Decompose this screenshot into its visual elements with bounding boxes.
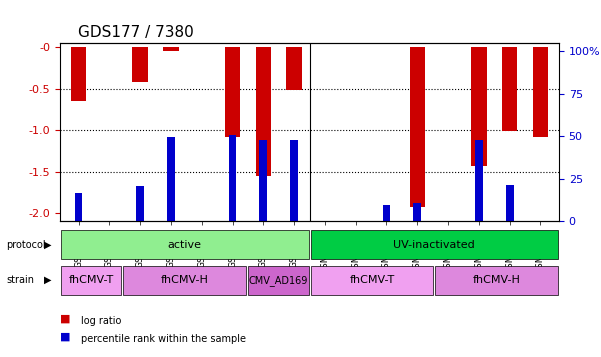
Text: protocol: protocol: [6, 240, 46, 250]
Bar: [255, 47, 271, 176]
Text: fhCMV-T: fhCMV-T: [349, 275, 394, 285]
Bar: [506, 185, 513, 221]
Bar: [163, 47, 178, 51]
Bar: [475, 140, 483, 221]
Text: ▶: ▶: [44, 275, 51, 285]
Text: percentile rank within the sample: percentile rank within the sample: [81, 334, 246, 344]
Bar: [75, 193, 82, 221]
Bar: [383, 205, 390, 221]
Text: ■: ■: [60, 331, 70, 341]
FancyBboxPatch shape: [311, 266, 433, 295]
Bar: [260, 140, 267, 221]
Bar: [532, 47, 548, 137]
Text: fhCMV-T: fhCMV-T: [69, 275, 114, 285]
Bar: [229, 135, 236, 221]
Bar: [71, 47, 87, 101]
Bar: [502, 47, 517, 131]
Text: log ratio: log ratio: [81, 316, 121, 326]
Bar: [413, 203, 421, 221]
Bar: [410, 47, 425, 207]
Text: ▶: ▶: [44, 240, 51, 250]
Text: fhCMV-H: fhCMV-H: [472, 275, 520, 285]
Bar: [167, 137, 175, 221]
Text: fhCMV-H: fhCMV-H: [161, 275, 209, 285]
FancyBboxPatch shape: [61, 266, 121, 295]
FancyBboxPatch shape: [435, 266, 558, 295]
Bar: [225, 47, 240, 137]
Text: GDS177 / 7380: GDS177 / 7380: [78, 25, 194, 40]
Bar: [471, 47, 487, 166]
Text: ■: ■: [60, 313, 70, 323]
FancyBboxPatch shape: [248, 266, 308, 295]
Text: strain: strain: [6, 275, 34, 285]
Text: CMV_AD169: CMV_AD169: [249, 275, 308, 286]
Bar: [132, 47, 148, 82]
Bar: [287, 47, 302, 90]
Text: UV-inactivated: UV-inactivated: [393, 240, 475, 250]
Bar: [136, 186, 144, 221]
FancyBboxPatch shape: [61, 230, 308, 259]
FancyBboxPatch shape: [123, 266, 246, 295]
Bar: [290, 140, 298, 221]
FancyBboxPatch shape: [311, 230, 558, 259]
Text: active: active: [168, 240, 202, 250]
